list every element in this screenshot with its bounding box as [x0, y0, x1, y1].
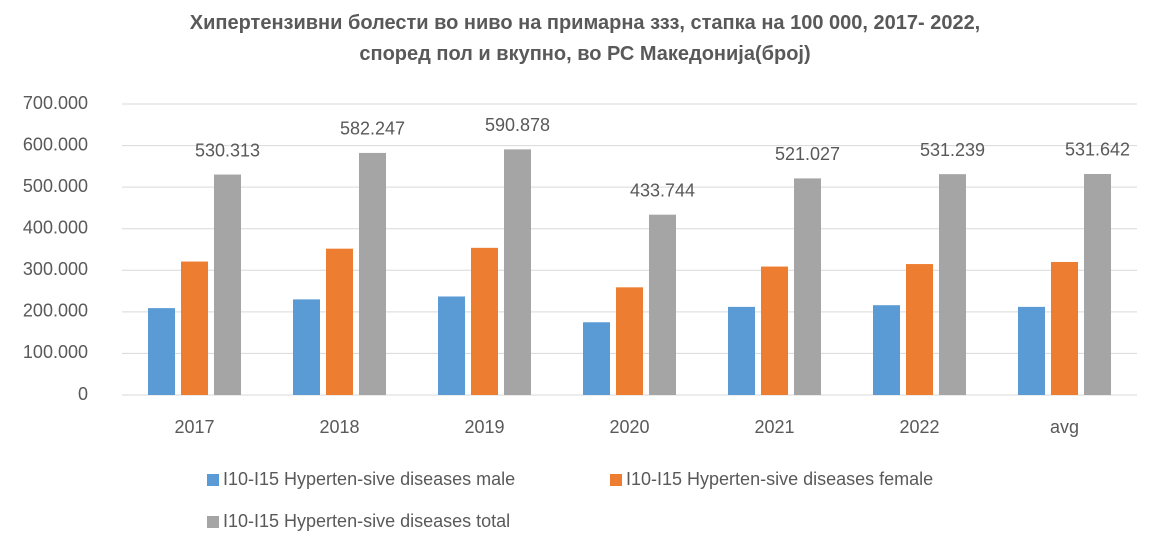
- bar: [616, 287, 643, 395]
- x-tick-label: 2018: [319, 417, 359, 437]
- x-tick-label: 2017: [174, 417, 214, 437]
- chart-title: Хипертензивни болести во ниво на примарн…: [189, 12, 981, 65]
- bar: [504, 149, 531, 395]
- bar: [794, 178, 821, 395]
- bar: [438, 296, 465, 395]
- data-label: 531.239: [920, 140, 985, 160]
- y-tick-label: 700.000: [23, 93, 88, 113]
- x-tick-label: 2019: [464, 417, 504, 437]
- bar: [293, 299, 320, 395]
- data-label: 590.878: [485, 115, 550, 135]
- bar: [649, 214, 676, 395]
- y-tick-label: 300.000: [23, 259, 88, 279]
- legend-swatch: [207, 474, 219, 486]
- legend-label: I10-I15 Hyperten-sive diseases female: [626, 469, 933, 489]
- y-tick-label: 500.000: [23, 176, 88, 196]
- bar: [1051, 261, 1078, 395]
- legend-label: I10-I15 Hyperten-sive diseases total: [223, 511, 510, 531]
- y-tick-label: 200.000: [23, 301, 88, 321]
- y-tick-label: 400.000: [23, 217, 88, 237]
- bar: [873, 305, 900, 395]
- bar: [761, 266, 788, 395]
- bar: [728, 306, 755, 395]
- bar: [214, 174, 241, 395]
- bar: [148, 308, 175, 395]
- legend-swatch: [610, 474, 622, 486]
- legend-label: I10-I15 Hyperten-sive diseases male: [223, 469, 515, 489]
- x-tick-label: 2022: [899, 417, 939, 437]
- bar: [906, 264, 933, 395]
- bar: [471, 247, 498, 395]
- data-label: 521.027: [775, 144, 840, 164]
- bar: [1084, 173, 1111, 395]
- bar: [583, 322, 610, 395]
- bar: [1018, 306, 1045, 395]
- data-label: 582.247: [340, 119, 405, 139]
- x-tick-label: 2020: [609, 417, 649, 437]
- bar: [181, 261, 208, 395]
- y-tick-label: 600.000: [23, 134, 88, 154]
- x-tick-label: avg: [1050, 417, 1079, 437]
- data-label: 531.642: [1065, 140, 1130, 160]
- y-tick-label: 0: [78, 384, 88, 404]
- bar: [326, 248, 353, 395]
- y-tick-label: 100.000: [23, 342, 88, 362]
- data-label: 433.744: [630, 180, 695, 200]
- legend-swatch: [207, 516, 219, 528]
- x-tick-label: 2021: [754, 417, 794, 437]
- data-label: 530.313: [195, 140, 260, 160]
- bar: [359, 152, 386, 395]
- bar: [939, 174, 966, 395]
